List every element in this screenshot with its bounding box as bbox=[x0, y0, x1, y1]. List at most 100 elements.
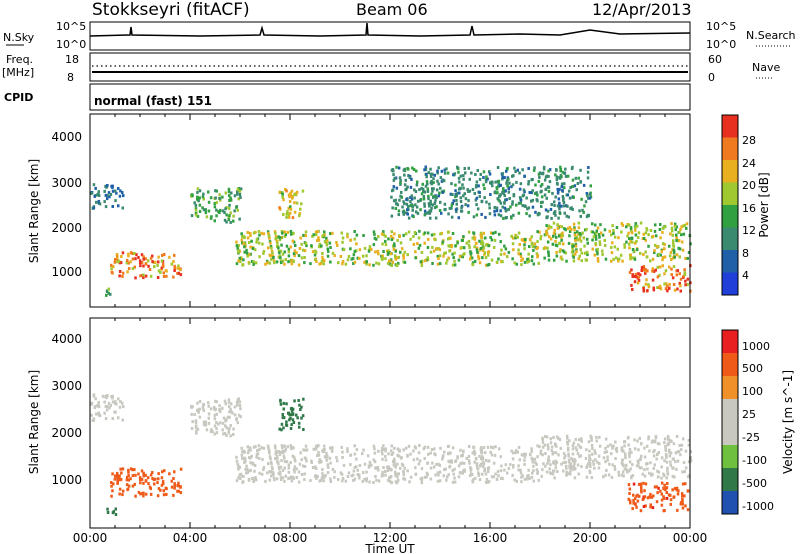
power-cbtick-20: 20 bbox=[742, 179, 756, 192]
power-ytick-2000: 2000 bbox=[51, 221, 82, 235]
data-cell bbox=[459, 174, 463, 178]
data-cell bbox=[393, 462, 396, 466]
data-cell bbox=[661, 258, 664, 262]
data-cell bbox=[292, 446, 295, 450]
data-cell bbox=[365, 262, 368, 266]
data-cell bbox=[461, 471, 464, 475]
data-cell bbox=[567, 215, 570, 219]
data-cell bbox=[279, 402, 283, 406]
data-cell bbox=[451, 263, 455, 267]
data-cell bbox=[114, 513, 118, 516]
data-cell bbox=[550, 225, 553, 229]
data-cell bbox=[560, 238, 563, 242]
data-cell bbox=[555, 235, 558, 239]
data-cell bbox=[655, 485, 658, 489]
data-cell bbox=[314, 467, 318, 470]
data-cell bbox=[402, 448, 405, 452]
data-cell bbox=[572, 254, 575, 257]
data-cell bbox=[397, 255, 400, 259]
data-cell bbox=[552, 221, 556, 225]
data-cell bbox=[218, 193, 221, 197]
data-cell bbox=[207, 200, 211, 204]
data-cell bbox=[484, 243, 488, 247]
data-cell bbox=[570, 167, 574, 171]
data-cell bbox=[404, 232, 408, 236]
data-cell bbox=[241, 263, 245, 267]
data-cell bbox=[594, 451, 597, 455]
data-cell bbox=[207, 421, 211, 425]
data-cell bbox=[321, 252, 324, 255]
data-cell bbox=[638, 436, 641, 440]
data-cell bbox=[289, 444, 293, 448]
data-cell bbox=[384, 455, 387, 458]
data-cell bbox=[527, 182, 530, 186]
data-cell bbox=[290, 409, 294, 413]
data-cell bbox=[495, 209, 499, 213]
data-cell bbox=[477, 184, 480, 188]
data-cell bbox=[384, 239, 387, 243]
data-cell bbox=[114, 257, 117, 261]
data-cell bbox=[660, 481, 664, 485]
data-cell bbox=[452, 199, 455, 203]
data-cell bbox=[293, 201, 296, 205]
data-cell bbox=[451, 193, 454, 196]
data-cell bbox=[504, 463, 508, 467]
data-cell bbox=[227, 206, 231, 210]
data-cell bbox=[197, 410, 200, 414]
data-cell bbox=[299, 207, 302, 211]
data-cell bbox=[429, 167, 432, 171]
data-cell bbox=[495, 260, 499, 264]
data-cell bbox=[315, 260, 318, 263]
data-cell bbox=[634, 222, 637, 226]
data-cell bbox=[651, 278, 655, 282]
data-cell bbox=[121, 489, 125, 493]
data-cell bbox=[353, 452, 357, 456]
data-cell bbox=[326, 454, 329, 458]
data-cell bbox=[126, 487, 130, 491]
data-cell bbox=[433, 201, 437, 205]
data-cell bbox=[290, 189, 294, 193]
data-cell bbox=[281, 231, 284, 235]
data-cell bbox=[529, 453, 532, 457]
data-cell bbox=[584, 456, 588, 460]
data-cell bbox=[556, 223, 559, 227]
data-cell bbox=[592, 462, 595, 466]
data-cell bbox=[608, 229, 611, 233]
data-cell bbox=[591, 247, 594, 251]
data-cell bbox=[243, 250, 246, 254]
data-cell bbox=[553, 228, 556, 232]
data-cell bbox=[213, 432, 216, 436]
data-cell bbox=[473, 235, 476, 239]
data-cell bbox=[279, 476, 283, 480]
data-cell bbox=[593, 466, 596, 470]
data-cell bbox=[116, 256, 119, 260]
data-cell bbox=[475, 242, 478, 246]
data-cell bbox=[233, 209, 236, 213]
data-cell bbox=[361, 479, 364, 483]
data-cell bbox=[487, 251, 490, 255]
data-cell bbox=[399, 194, 402, 198]
data-cell bbox=[370, 463, 373, 467]
data-cell bbox=[407, 230, 411, 234]
colorbar-cell bbox=[722, 330, 738, 354]
data-cell bbox=[663, 243, 666, 246]
data-cell bbox=[317, 451, 320, 454]
data-cell bbox=[517, 248, 520, 252]
data-cell bbox=[652, 466, 655, 470]
data-cell bbox=[535, 463, 538, 466]
data-cell bbox=[684, 466, 688, 470]
data-cell bbox=[402, 473, 405, 477]
data-cell bbox=[628, 237, 631, 240]
data-cell bbox=[621, 259, 624, 263]
data-cell bbox=[400, 190, 403, 194]
data-cell bbox=[493, 206, 496, 209]
data-cell bbox=[281, 259, 285, 263]
data-cell bbox=[236, 421, 239, 425]
data-cell bbox=[156, 263, 159, 267]
data-cell bbox=[313, 253, 317, 257]
data-cell bbox=[436, 169, 439, 173]
data-cell bbox=[625, 225, 628, 229]
data-cell bbox=[606, 455, 609, 459]
data-cell bbox=[242, 242, 245, 246]
data-cell bbox=[414, 256, 417, 260]
